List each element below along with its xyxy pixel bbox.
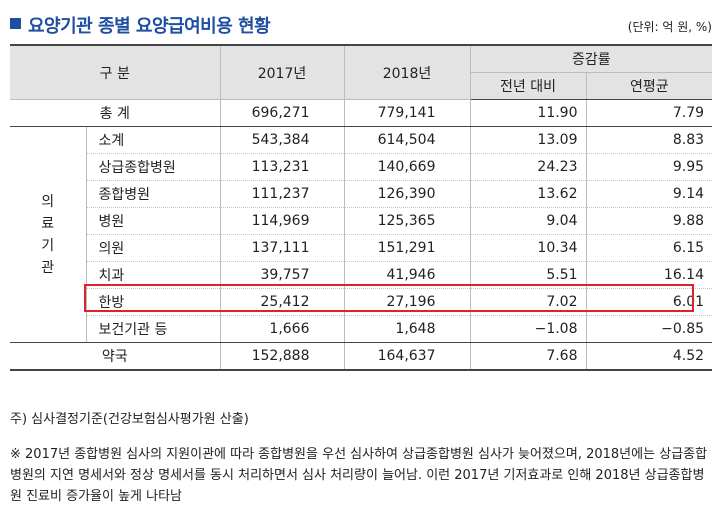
cell-2018: 1,648 (343, 315, 471, 343)
cell-2018: 151,291 (343, 234, 471, 262)
cell-avg: −0.85 (585, 315, 713, 343)
cell-yoy: 11.90 (469, 99, 587, 127)
table-row-total: 총 계 696,271 779,141 11.90 7.79 (10, 99, 713, 127)
cell-yoy: 13.62 (469, 180, 587, 208)
table-row: 의 료 기 관 소계 543,384 614,504 13.09 8.83 (10, 126, 713, 343)
cell-yoy: 10.34 (469, 234, 587, 262)
cell-2018: 614,504 (343, 126, 471, 154)
cell-2017: 152,888 (219, 342, 345, 371)
cell-2018: 126,390 (343, 180, 471, 208)
dental-row-highlight-box (84, 284, 694, 312)
table-row: 병원 114,969 125,365 9.04 9.88 (10, 207, 713, 235)
group-char: 관 (41, 259, 55, 276)
table-row-pharmacy: 약국 152,888 164,637 7.68 4.52 (10, 342, 713, 371)
title-row: 요양기관 종별 요양급여비용 현황 (단위: 억 원, %) (8, 12, 712, 38)
row-label: 병원 (86, 207, 221, 235)
source-note: 주) 심사결정기준(건강보험심사평가원 산출) (10, 412, 249, 427)
cell-2017: 1,666 (219, 315, 345, 343)
cell-2018: 779,141 (343, 99, 471, 127)
cell-2017: 543,384 (219, 126, 345, 154)
cell-2017: 137,111 (219, 234, 345, 262)
header-2017: 2017년 (219, 44, 345, 100)
cell-2018: 125,365 (343, 207, 471, 235)
cell-2017: 696,271 (219, 99, 345, 127)
row-label: 소계 (85, 126, 221, 154)
cell-yoy: 9.04 (469, 207, 587, 235)
remark-note: ※ 2017년 종합병원 심사의 지원이관에 따라 종합병원을 우선 심사하여 … (10, 447, 708, 504)
table-subheader-row: 전년 대비 연평균 (10, 72, 713, 100)
row-label: 총 계 (10, 99, 221, 127)
cell-2017: 111,237 (219, 180, 345, 208)
cell-yoy: 7.68 (469, 342, 587, 371)
header-avg: 연평균 (585, 72, 713, 100)
cell-avg: 9.95 (585, 153, 713, 181)
square-bullet-icon (10, 18, 21, 29)
table-row: 종합병원 111,237 126,390 13.62 9.14 (10, 180, 713, 208)
cell-yoy: −1.08 (469, 315, 587, 343)
group-label-medical: 의 료 기 관 (10, 126, 87, 343)
cell-avg: 9.88 (585, 207, 713, 235)
cell-2018: 164,637 (343, 342, 471, 371)
header-2018: 2018년 (343, 44, 471, 100)
row-label: 의원 (86, 234, 221, 262)
cell-2017: 113,231 (219, 153, 345, 181)
cell-2018: 140,669 (343, 153, 471, 181)
header-category: 구 분 (10, 44, 221, 100)
page-title: 요양기관 종별 요양급여비용 현황 (28, 16, 271, 37)
cost-table: 구 분 2017년 2018년 증감률 전년 대비 연평균 총 계 696,27… (10, 44, 713, 371)
table-row: 의원 137,111 151,291 10.34 6.15 (10, 234, 713, 262)
row-label: 보건기관 등 (86, 315, 221, 343)
row-label: 상급종합병원 (86, 153, 221, 181)
row-label: 약국 (10, 342, 221, 371)
group-char: 료 (41, 215, 55, 232)
cell-2017: 114,969 (219, 207, 345, 235)
cell-yoy: 24.23 (469, 153, 587, 181)
header-growth: 증감률 (469, 44, 713, 73)
row-label: 종합병원 (86, 180, 221, 208)
cell-avg: 9.14 (585, 180, 713, 208)
cell-yoy: 13.09 (469, 126, 587, 154)
table-row: 상급종합병원 113,231 140,669 24.23 9.95 (10, 153, 713, 181)
cell-avg: 6.15 (585, 234, 713, 262)
header-yoy: 전년 대비 (470, 72, 587, 100)
table-row: 보건기관 등 1,666 1,648 −1.08 −0.85 (10, 315, 713, 343)
group-char: 의 (41, 193, 55, 210)
cell-avg: 7.79 (585, 99, 713, 127)
cell-avg: 8.83 (585, 126, 713, 154)
group-char: 기 (41, 237, 55, 254)
cell-avg: 4.52 (585, 342, 713, 371)
unit-label: (단위: 억 원, %) (627, 20, 712, 34)
table-header-row: 구 분 2017년 2018년 증감률 (10, 44, 713, 100)
